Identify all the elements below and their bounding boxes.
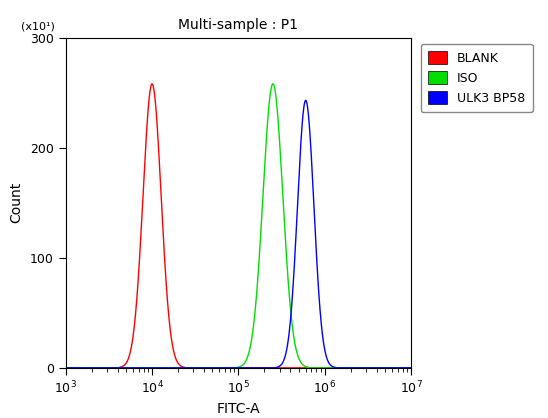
Legend: BLANK, ISO, ULK3 BP58: BLANK, ISO, ULK3 BP58 xyxy=(421,44,533,112)
Title: Multi-sample : P1: Multi-sample : P1 xyxy=(179,18,298,32)
X-axis label: FITC-A: FITC-A xyxy=(216,402,260,416)
Y-axis label: Count: Count xyxy=(9,182,23,223)
Text: (x10¹): (x10¹) xyxy=(21,21,55,31)
